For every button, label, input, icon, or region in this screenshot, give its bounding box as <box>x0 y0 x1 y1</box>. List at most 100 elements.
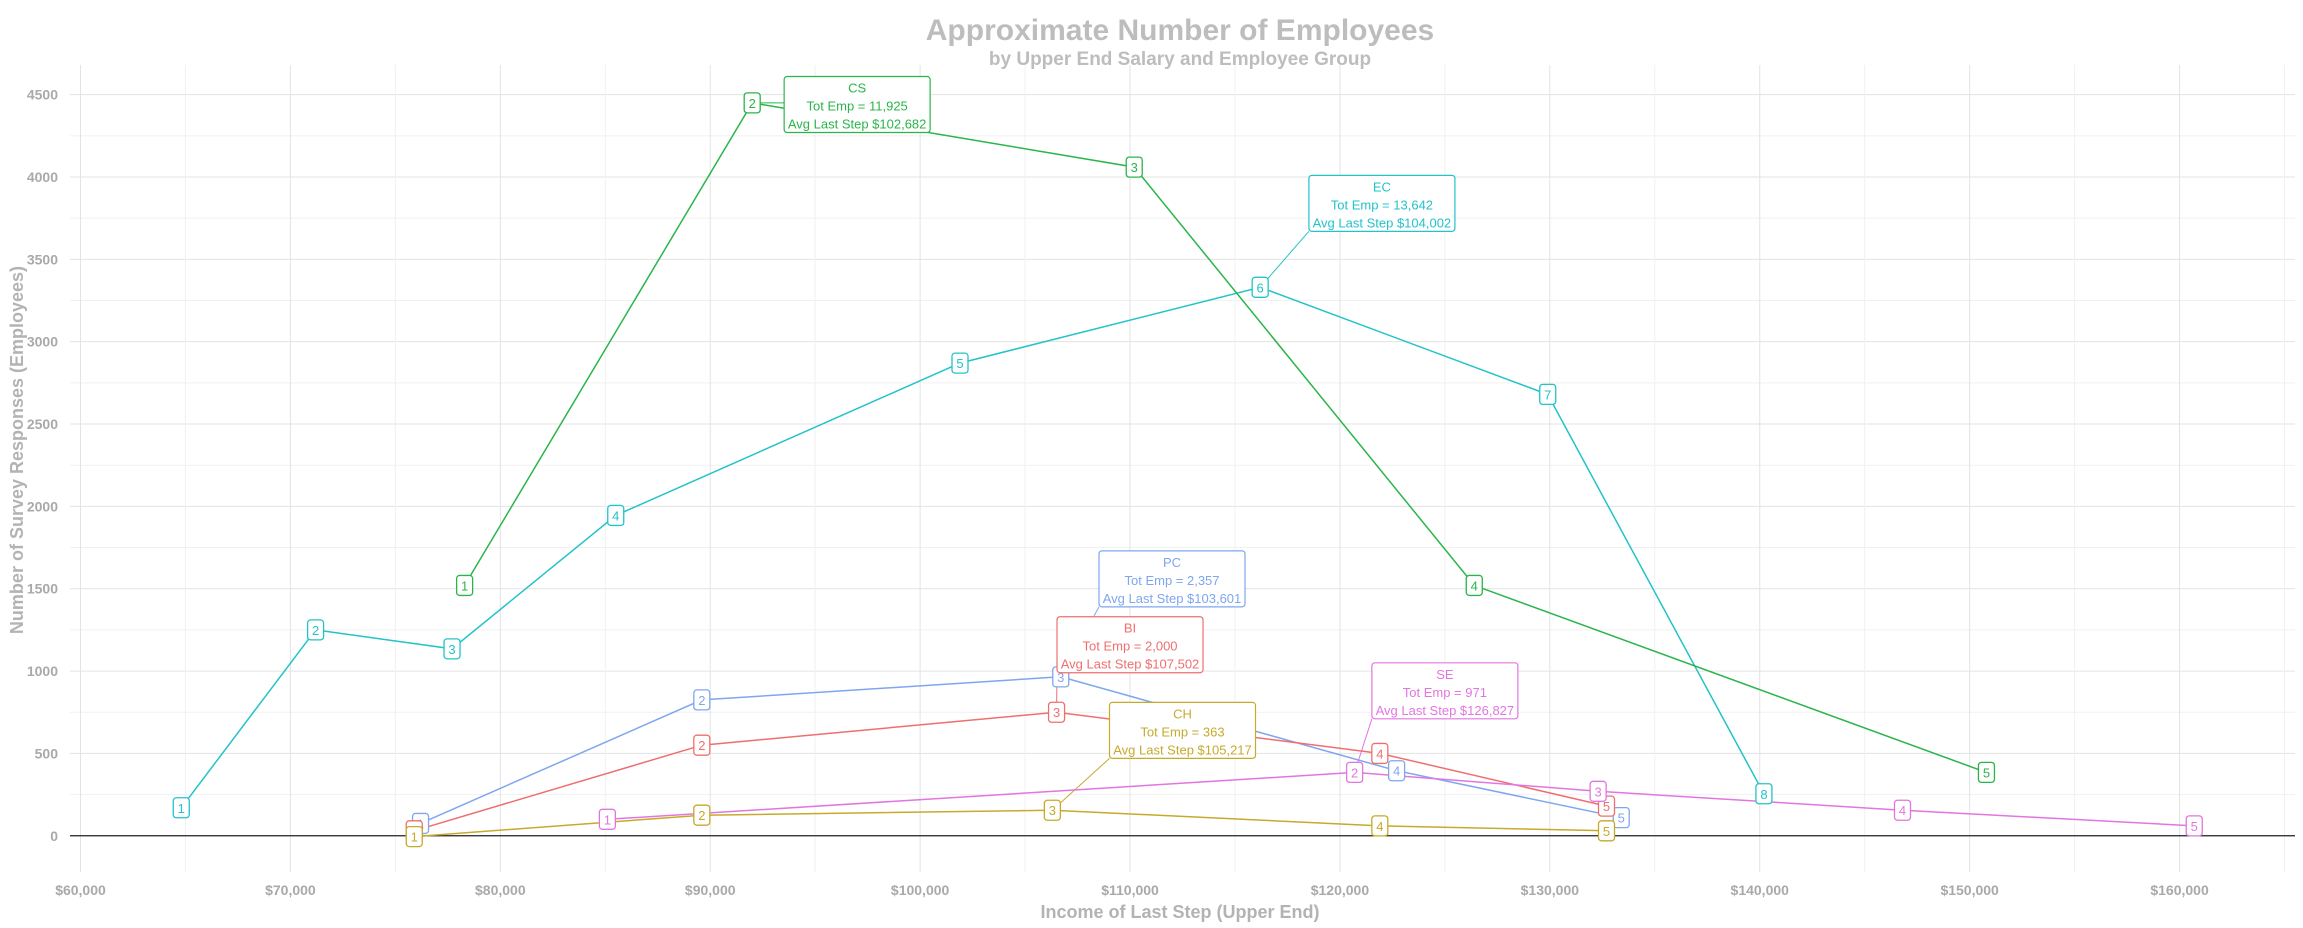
point-label: 2 <box>698 738 705 753</box>
point-label: 2 <box>698 693 705 708</box>
annotation-line: SE <box>1436 667 1454 682</box>
point-box <box>693 734 711 756</box>
data-point-cs: 3 <box>1125 156 1143 178</box>
point-label: 2 <box>1351 765 1358 780</box>
x-tick-label: $160,000 <box>2150 882 2209 898</box>
point-label: 1 <box>604 812 611 827</box>
annotation-line: CS <box>848 81 866 96</box>
x-tick-label: $90,000 <box>685 882 736 898</box>
x-axis-ticks: $60,000 $70,000 $80,000 $90,000 $100,000 $110… <box>55 882 2209 898</box>
annotation-line: PC <box>1163 555 1181 570</box>
x-tick-label: $100,000 <box>891 882 950 898</box>
point-box <box>693 689 711 711</box>
data-point-ec: 2 <box>306 619 325 641</box>
data-point-se: 4 <box>1893 799 1912 821</box>
annotation-line: Avg Last Step $103,601 <box>1103 591 1242 606</box>
data-point-ec: 6 <box>1251 276 1269 298</box>
point-box <box>1755 783 1773 805</box>
y-tick-label: 1000 <box>27 663 58 679</box>
point-box <box>405 825 423 848</box>
point-box <box>1612 807 1630 829</box>
y-axis-label: Number of Survey Responses (Employees) <box>7 266 27 634</box>
data-point-se: 3 <box>1589 780 1607 802</box>
point-label: 5 <box>1618 811 1625 826</box>
chart-subtitle: by Upper End Salary and Employee Group <box>989 49 1371 70</box>
x-tick-label: $80,000 <box>475 882 526 898</box>
data-point-bi: 2 <box>693 734 711 756</box>
data-point-ch: 3 <box>1043 799 1062 821</box>
point-box <box>306 619 325 641</box>
series-line-bi <box>413 711 1607 832</box>
annotation-box <box>1056 616 1204 674</box>
point-box <box>1589 780 1607 802</box>
series-line-cs <box>463 102 1987 774</box>
grid <box>70 65 2295 872</box>
data-point-pc: 4 <box>1387 760 1406 782</box>
point-label: 5 <box>2191 819 2198 834</box>
y-axis-ticks: 0 500 1000 1500 2000 2500 3000 3500 4000 4500 <box>27 87 58 844</box>
point-box <box>1345 761 1364 784</box>
point-box <box>693 804 711 826</box>
point-box <box>1893 799 1912 821</box>
point-box <box>1465 574 1483 597</box>
annotation-box <box>1108 701 1257 759</box>
point-box <box>1387 760 1406 782</box>
data-point-ch: 5 <box>1597 820 1616 842</box>
point-label: 5 <box>1983 765 1990 780</box>
point-box <box>2185 815 2203 837</box>
data-point-ch: 4 <box>1371 815 1389 837</box>
annotation-line: BI <box>1124 621 1136 636</box>
point-label: 4 <box>1376 746 1383 761</box>
annotation-line: Tot Emp = 2,357 <box>1124 573 1219 588</box>
data-point-pc: 5 <box>1612 807 1630 829</box>
x-tick-label: $70,000 <box>265 882 316 898</box>
data-point-ec: 3 <box>443 638 461 660</box>
x-tick-label: $110,000 <box>1101 882 1159 898</box>
y-tick-label: 4000 <box>27 169 58 185</box>
annotation-line: Tot Emp = 363 <box>1140 724 1224 739</box>
point-box <box>1047 701 1066 723</box>
y-tick-label: 2000 <box>27 498 58 514</box>
point-box <box>951 352 969 374</box>
annotation-bi: BI Tot Emp = 2,000 Avg Last Step $107,502 <box>1056 616 1204 674</box>
point-label: 8 <box>1760 787 1767 802</box>
point-label: 2 <box>312 623 319 638</box>
data-point-cs: 2 <box>743 92 761 114</box>
point-label: 3 <box>1131 160 1138 175</box>
data-point-se: 2 <box>1345 761 1364 784</box>
annotation-box <box>1098 550 1246 608</box>
x-tick-label: $150,000 <box>1940 882 1999 898</box>
point-label: 5 <box>1603 799 1610 814</box>
point-label: 3 <box>1057 670 1064 685</box>
point-box <box>1251 276 1269 298</box>
point-box <box>1597 820 1616 842</box>
point-label: 4 <box>1899 803 1906 818</box>
data-point-ec: 4 <box>607 504 625 527</box>
data-point-cs: 5 <box>1977 761 1996 784</box>
data-point-ec: 1 <box>172 797 190 819</box>
point-label: 3 <box>1594 784 1601 799</box>
point-box <box>743 92 761 114</box>
x-tick-label: $60,000 <box>55 882 106 898</box>
annotation-line: Tot Emp = 2,000 <box>1083 639 1178 654</box>
annotation-ec: EC Tot Emp = 13,642 Avg Last Step $104,002 <box>1308 174 1456 232</box>
point-label: 1 <box>178 801 185 816</box>
point-label: 7 <box>1544 387 1551 402</box>
x-tick-label: $130,000 <box>1521 882 1580 898</box>
annotation-box <box>783 75 931 134</box>
series-line-ch <box>414 809 1607 838</box>
annotation-line: Tot Emp = 11,925 <box>806 99 907 114</box>
point-label: 6 <box>1257 280 1264 295</box>
data-point-ec: 8 <box>1755 783 1773 805</box>
point-box <box>443 638 461 660</box>
y-tick-label: 2500 <box>27 416 58 432</box>
annotation-line: CH <box>1173 706 1192 721</box>
x-tick-label: $140,000 <box>1731 882 1790 898</box>
point-label: 4 <box>1471 578 1478 593</box>
y-tick-label: 500 <box>35 745 59 761</box>
data-point-cs: 4 <box>1465 574 1483 597</box>
annotation-line: Avg Last Step $105,217 <box>1113 742 1252 757</box>
chart-title: Approximate Number of Employees <box>926 14 1434 47</box>
data-point-pc: 2 <box>693 689 711 711</box>
